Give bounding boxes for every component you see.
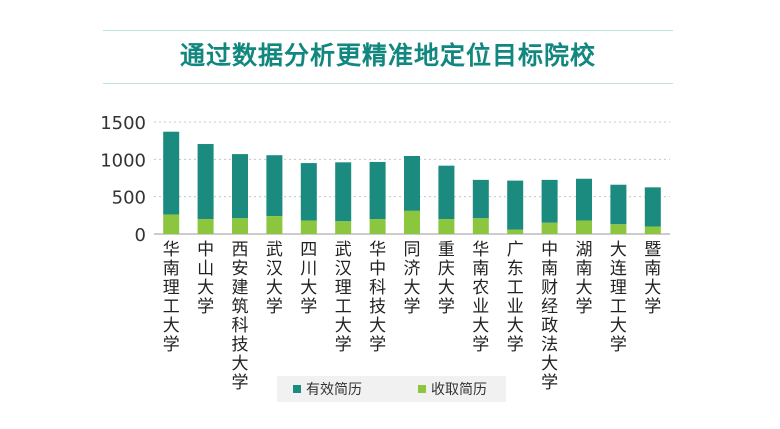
x-tick-label: 四川大学: [300, 240, 317, 317]
bar-received: [610, 224, 627, 234]
x-tick-label: 同济大学: [404, 240, 421, 317]
bar-received: [507, 229, 524, 234]
bar-received: [163, 214, 180, 234]
bar-received: [197, 219, 214, 234]
x-tick-label: 大连理工大学: [610, 240, 627, 355]
legend: [277, 376, 506, 402]
x-tick-label: 武汉大学: [266, 240, 283, 317]
bar-effective: [163, 131, 180, 215]
bar-received: [369, 219, 386, 234]
bar-received: [576, 220, 592, 234]
x-tick-label: 华南理工大学: [163, 240, 180, 355]
x-tick-label: 中南财经政法大学: [541, 240, 558, 393]
bar-received: [266, 216, 283, 234]
bar-received: [404, 210, 420, 234]
x-tick-label: 华中科技大学: [369, 240, 386, 355]
legend-label-effective: 有效简历: [306, 382, 362, 398]
bar-effective: [300, 163, 317, 221]
bar-effective: [644, 187, 661, 227]
bar-effective: [266, 155, 283, 217]
bar-effective: [507, 180, 524, 230]
bar-effective: [576, 178, 592, 221]
bar-effective: [404, 155, 420, 211]
bar-effective: [472, 179, 489, 219]
bar-received: [644, 226, 661, 234]
y-tick-label: 1000: [100, 150, 146, 171]
x-tick-label: 广东工业大学: [507, 240, 524, 355]
legend-item-effective: 有效简历: [293, 376, 362, 402]
x-tick-label: 中山大学: [197, 240, 214, 317]
x-tick-label: 武汉理工大学: [335, 240, 352, 355]
x-tick-label: 重庆大学: [438, 240, 455, 317]
legend-item-received: 收取简历: [418, 376, 487, 402]
bar-effective: [232, 154, 248, 219]
legend-label-received: 收取简历: [431, 382, 487, 398]
bar-received: [541, 222, 558, 234]
bar-received: [438, 219, 455, 234]
x-tick-label: 西安建筑科技大学: [232, 240, 249, 393]
bar-effective: [197, 144, 214, 220]
title-rule-bottom: [103, 83, 673, 84]
bar-received: [472, 218, 489, 234]
x-tick-label: 暨南大学: [644, 240, 661, 317]
bar-effective: [541, 179, 558, 223]
bar-effective: [438, 165, 455, 220]
bar-received: [335, 221, 352, 234]
legend-swatch-effective: [293, 385, 301, 393]
y-tick-label: 500: [112, 188, 146, 209]
y-tick-label: 1500: [100, 113, 146, 134]
bar-received: [232, 218, 248, 234]
bar-received: [300, 220, 317, 234]
bar-effective: [335, 162, 352, 222]
legend-swatch-received: [418, 385, 426, 393]
chart-title: 通过数据分析更精准地定位目标院校: [179, 41, 596, 70]
title-rule-top: [103, 30, 673, 31]
x-tick-label: 华南农业大学: [472, 240, 489, 355]
bar-effective: [610, 184, 627, 225]
y-tick-label: 0: [135, 225, 146, 246]
bar-effective: [369, 161, 386, 220]
x-tick-label: 湖南大学: [576, 240, 593, 317]
